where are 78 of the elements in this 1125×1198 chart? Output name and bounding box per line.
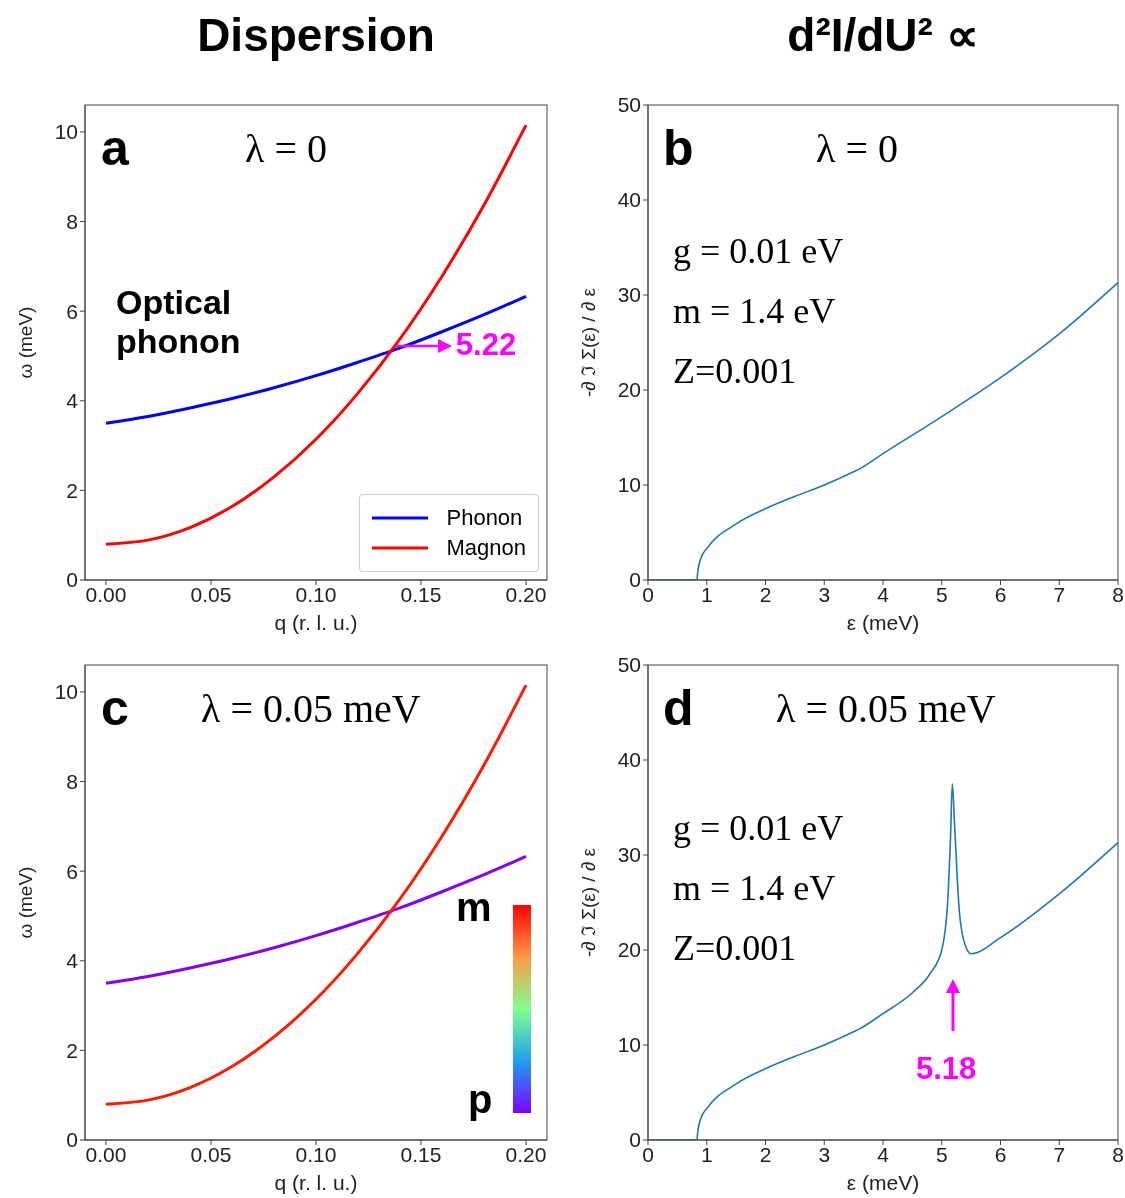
- y-tick-label: 6: [66, 299, 78, 323]
- line-series: [104, 854, 528, 985]
- y-tick-label: 20: [617, 938, 641, 962]
- annotation: p: [468, 1076, 493, 1122]
- chart-title: Dispersion: [196, 8, 436, 62]
- x-tick-label: 7: [1053, 1142, 1066, 1166]
- y-tick-label: 40: [617, 748, 641, 772]
- x-tick-label: 5: [935, 1142, 948, 1166]
- x-tick-label: 3: [818, 582, 831, 606]
- x-tick-label: 3: [818, 1142, 831, 1166]
- y-tick-label: 10: [617, 473, 641, 497]
- annotation: Optical phonon: [116, 283, 242, 362]
- y-tick-label: 4: [66, 949, 79, 973]
- annotation: Z=0.001: [673, 351, 797, 393]
- annotation: λ = 0.05 meV: [776, 686, 996, 732]
- x-axis-title: ε (meV): [846, 611, 920, 634]
- annotation: m: [456, 884, 492, 930]
- x-tick-label: 0.05: [190, 1142, 232, 1166]
- y-tick-label: 30: [617, 283, 641, 307]
- y-tick-label: 4: [66, 389, 79, 413]
- x-tick-label: 5: [935, 582, 948, 606]
- annotation: b: [663, 120, 694, 178]
- y-tick-label: 10: [54, 120, 78, 144]
- x-tick-label: 2: [759, 582, 772, 606]
- y-axis-title: ω (meV): [14, 866, 36, 939]
- x-tick-label: 4: [877, 1142, 890, 1166]
- annotation: λ = 0: [245, 126, 327, 172]
- y-tick-label: 2: [66, 1038, 78, 1062]
- y-tick-label: 6: [66, 859, 78, 883]
- x-tick-label: 0.00: [85, 582, 127, 606]
- annotation: λ = 0.05 meV: [201, 686, 421, 732]
- x-tick-label: 4: [877, 582, 890, 606]
- x-tick-label: 6: [994, 1142, 1007, 1166]
- legend-label: Phonon: [446, 505, 523, 531]
- y-tick-label: 8: [66, 769, 78, 793]
- x-tick-label: 2: [759, 1142, 772, 1166]
- x-tick-label: 8: [1112, 582, 1124, 606]
- x-tick-label: 8: [1112, 1142, 1124, 1166]
- annotation: c: [101, 680, 129, 738]
- x-axis-title: q (r. l. u.): [274, 1171, 358, 1194]
- x-tick-label: 7: [1053, 582, 1066, 606]
- y-tick-label: 8: [66, 209, 78, 233]
- x-tick-label: 1: [700, 582, 713, 606]
- y-tick-label: 50: [617, 653, 641, 677]
- y-tick-label: 10: [617, 1033, 641, 1057]
- x-tick-label: 0.15: [400, 1142, 442, 1166]
- x-tick-label: 0.20: [505, 582, 547, 606]
- annotation: λ = 0: [816, 126, 898, 172]
- annotation: m = 1.4 eV: [673, 291, 836, 333]
- annotation: g = 0.01 eV: [673, 231, 844, 273]
- y-tick-label: 10: [54, 680, 78, 704]
- x-tick-label: 1: [700, 1142, 713, 1166]
- annotation: m = 1.4 eV: [673, 868, 836, 910]
- legend-label: Magnon: [446, 535, 526, 561]
- y-tick-label: 2: [66, 478, 78, 502]
- x-tick-label: 6: [994, 582, 1007, 606]
- y-tick-label: 30: [617, 843, 641, 867]
- x-tick-label: 0.05: [190, 582, 232, 606]
- annotation: a: [101, 120, 129, 178]
- x-axis-title: q (r. l. u.): [274, 611, 358, 634]
- x-tick-label: 0.10: [295, 582, 337, 606]
- y-axis-title: -∂ ℑ Σ(ε) / ∂ ε: [577, 847, 599, 958]
- x-tick-label: 0.00: [85, 1142, 127, 1166]
- chart-title: d²I/dU² ∝: [786, 8, 980, 62]
- annotation: Z=0.001: [673, 928, 797, 970]
- y-tick-label: 50: [617, 93, 641, 117]
- y-tick-label: 40: [617, 188, 641, 212]
- y-axis-title: ω (meV): [14, 306, 36, 379]
- annotation: g = 0.01 eV: [673, 808, 844, 850]
- x-axis-title: ε (meV): [846, 1171, 920, 1194]
- annotation: 5.22: [455, 327, 517, 364]
- x-tick-label: 0.10: [295, 1142, 337, 1166]
- x-tick-label: 0.15: [400, 582, 442, 606]
- y-tick-label: 20: [617, 378, 641, 402]
- x-tick-label: 0.20: [505, 1142, 547, 1166]
- annotation: 5.18: [916, 1051, 977, 1087]
- y-axis-title: -∂ ℑ Σ(ε) / ∂ ε: [577, 287, 599, 398]
- annotation: d: [663, 680, 694, 738]
